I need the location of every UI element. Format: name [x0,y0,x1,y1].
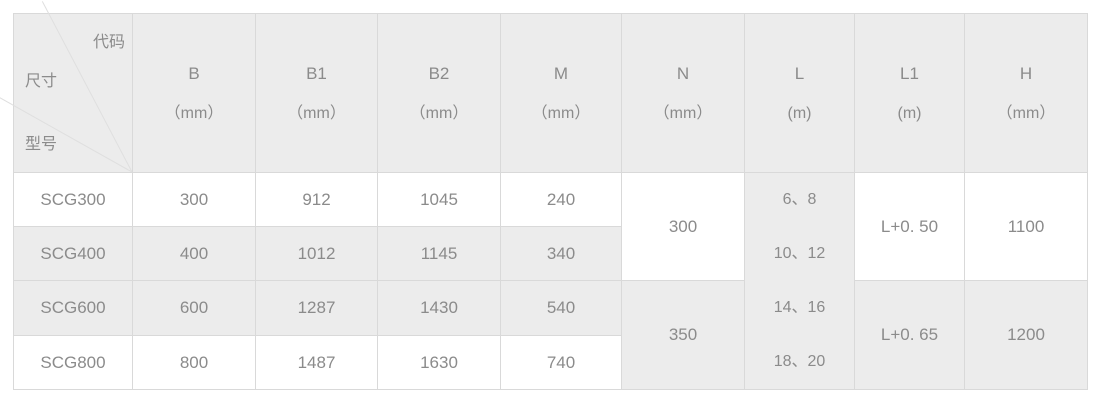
col-header-m: M （mm） [500,13,622,173]
col-header-b: B （mm） [132,13,256,173]
corner-label-size: 尺寸 [25,73,58,90]
cell-model: SCG400 [13,226,133,281]
cell-m: 240 [500,172,622,227]
corner-header-cell: 代码 尺寸 型号 [0,1,133,173]
col-header-unit: （mm） [287,104,346,122]
col-header-label: B2 [428,63,450,83]
col-header-unit: （mm） [164,104,224,122]
col-header-label: M [553,63,569,83]
cell-b1: 912 [255,172,378,227]
col-header-label: H [1019,63,1033,83]
col-header-label: B1 [306,63,327,83]
cell-m: 740 [500,335,622,390]
col-header-unit: （mm） [409,104,469,122]
diagonal-split-lines [0,1,133,173]
cell-model: SCG600 [13,280,133,336]
col-header-b1: B1 （mm） [255,13,378,173]
cell-model: SCG300 [13,172,133,227]
col-header-label: L [794,63,805,83]
col-header-b2: B2 （mm） [377,13,501,173]
cell-b: 600 [132,280,256,336]
cell-b1: 1287 [255,280,378,336]
col-header-unit: （mm） [653,104,713,122]
col-header-unit: (m) [787,104,812,122]
col-header-l: L (m) [744,13,855,173]
l-value-line: 6、8 [782,191,817,208]
cell-b: 800 [132,335,256,390]
cell-b2: 1145 [377,226,501,281]
l-value-line: 18、20 [773,353,826,370]
table-row: SCG300 300 912 1045 240 300 6、8 10、12 14… [13,172,1088,390]
table-row: SCG400 400 1012 1145 340 [13,226,1088,281]
cell-h-merged-top: 1100 [964,172,1088,281]
l-value-line: 10、12 [773,245,826,262]
col-header-label: B [188,63,200,83]
cell-n-merged-top: 300 [621,172,745,281]
cell-l1-merged-top: L+0. 50 [854,172,965,281]
cell-model: SCG800 [13,335,133,390]
cell-l1-merged-bottom: L+0. 65 [854,280,965,390]
corner-label-model: 型号 [25,136,58,153]
cell-b: 300 [132,172,256,227]
col-header-unit: (m) [897,104,922,122]
cell-l-merged: 6、8 10、12 14、16 18、20 [744,172,855,390]
col-header-l1: L1 (m) [854,13,965,173]
cell-b1: 1012 [255,226,378,281]
cell-m: 340 [500,226,622,281]
spec-table: 代码 尺寸 型号 B （mm） B1 （mm） [0,1,1088,390]
cell-b2: 1430 [377,280,501,336]
col-header-label: L1 [900,63,919,83]
table-row: SCG800 800 1487 1630 740 [13,335,1088,390]
spec-table-container: 代码 尺寸 型号 B （mm） B1 （mm） [0,1,1088,390]
cell-b2: 1045 [377,172,501,227]
cell-b2: 1630 [377,335,501,390]
col-header-n: N （mm） [621,13,745,173]
col-header-h: H （mm） [964,13,1088,173]
col-header-unit: （mm） [531,104,591,122]
corner-label-code: 代码 [92,34,125,51]
cell-n-merged-bottom: 350 [621,280,745,390]
cell-h-merged-bottom: 1200 [964,280,1088,390]
table-row: SCG600 600 1287 1430 540 350 L+0. 65 120… [13,280,1088,390]
cell-b1: 1487 [255,335,378,390]
col-header-label: N [676,63,690,83]
col-header-unit: （mm） [996,104,1056,122]
cell-b: 400 [132,226,256,281]
table-header-row: 代码 尺寸 型号 B （mm） B1 （mm） [0,1,1088,173]
cell-m: 540 [500,280,622,336]
l-value-line: 14、16 [773,299,826,316]
